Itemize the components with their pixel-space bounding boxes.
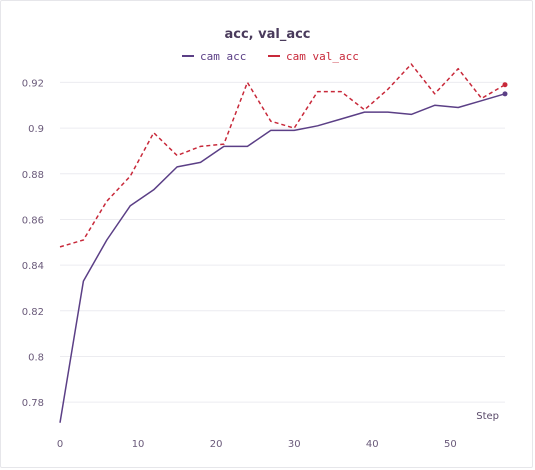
y-tick-label: 0.8 (28, 352, 44, 363)
x-tick-label: 0 (57, 439, 63, 450)
y-tick-label: 0.92 (22, 78, 44, 89)
y-tick-label: 0.9 (28, 124, 44, 135)
x-axis-ticks: 0 10 20 30 40 50 (57, 439, 457, 450)
legend-label-cam-acc: cam acc (200, 49, 247, 63)
y-tick-label: 0.84 (22, 261, 44, 272)
y-tick-label: 0.82 (22, 307, 44, 318)
series-lines (59, 63, 508, 423)
y-axis-ticks: 0.78 0.8 0.82 0.84 0.86 0.88 0.9 0.92 (22, 78, 44, 409)
legend-swatch-cam-acc (182, 55, 194, 57)
y-tick-label: 0.88 (22, 170, 44, 181)
series-line-0 (59, 93, 506, 423)
legend: cam acc cam val_acc (0, 49, 535, 63)
series-end-point-0 (502, 91, 508, 97)
y-tick-label: 0.86 (22, 215, 44, 226)
series-line-1 (59, 63, 506, 248)
x-tick-label: 30 (288, 439, 301, 450)
legend-item-cam-acc[interactable]: cam acc (182, 49, 246, 63)
x-tick-label: 40 (366, 439, 379, 450)
series-end-point-1 (502, 82, 508, 88)
legend-swatch-cam-val-acc (268, 55, 280, 57)
x-tick-label: 50 (444, 439, 457, 450)
x-axis-title: Step (476, 411, 499, 422)
legend-label-cam-val-acc: cam val_acc (286, 49, 359, 63)
legend-item-cam-val-acc[interactable]: cam val_acc (268, 49, 359, 63)
chart-title: acc, val_acc (224, 27, 311, 42)
y-tick-label: 0.78 (22, 398, 44, 409)
x-tick-label: 10 (132, 439, 145, 450)
x-tick-label: 20 (210, 439, 223, 450)
gridlines (60, 81, 505, 403)
